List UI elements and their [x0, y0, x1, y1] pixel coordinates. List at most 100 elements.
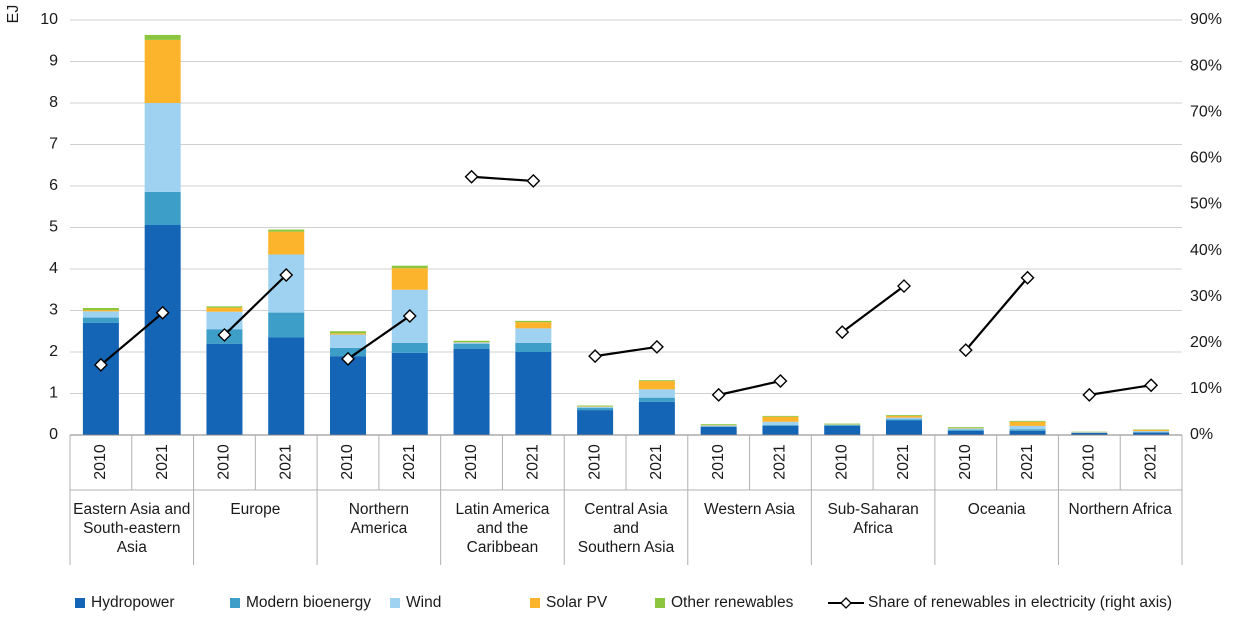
bar-segment [638, 401, 675, 435]
bar-segment [762, 421, 799, 426]
bar-segment [453, 343, 490, 349]
bar-segment [886, 415, 922, 418]
bar-segment [515, 320, 552, 323]
bar-segment [947, 430, 984, 435]
share-line [841, 285, 905, 334]
x-tick-label: 2010 [463, 444, 480, 480]
share-marker [773, 374, 788, 389]
bar-segment [453, 342, 490, 344]
y-tick-label: 1 [49, 385, 58, 402]
region-label: Northern Africa [1068, 501, 1172, 518]
bar-segment [144, 191, 181, 226]
share-marker [1144, 378, 1159, 393]
y2-tick-label: 90% [1190, 11, 1222, 28]
region-label: Western Asia [704, 501, 796, 518]
share-marker [93, 357, 108, 372]
x-tick-label: 2021 [154, 444, 171, 480]
bar-segment [206, 311, 243, 330]
share-line [594, 345, 658, 358]
bar-segment [947, 428, 984, 430]
x-tick-label: 2021 [1019, 444, 1036, 480]
bar-segment [577, 408, 614, 411]
x-tick-label: 2010 [1081, 444, 1098, 480]
x-tick-label: 2010 [216, 444, 233, 480]
y2-tick-label: 10% [1190, 380, 1222, 397]
x-tick-label: 2021 [1142, 444, 1159, 480]
bar-segment [144, 39, 181, 103]
bar-segment [638, 381, 675, 390]
bar-segment [700, 426, 737, 435]
region-label: Oceania [967, 501, 1026, 518]
share-line [100, 311, 164, 366]
bar-segment [268, 231, 305, 255]
bar-segment [886, 415, 922, 416]
y-tick-label: 6 [49, 177, 58, 194]
legend-marker [840, 597, 852, 609]
bar-segment [1133, 432, 1170, 435]
share-marker [649, 339, 664, 354]
bar-segment [762, 425, 799, 435]
region-label: Sub-Saharan Africa [827, 501, 919, 537]
bar-segment [824, 423, 861, 425]
bar-segment [453, 340, 490, 343]
bar-segment [1133, 429, 1170, 432]
bar-segment [638, 380, 675, 382]
legend-label: Modern bioenergy [246, 594, 371, 611]
legend-swatch [655, 598, 665, 608]
legend-label: Wind [406, 594, 441, 611]
y2-tick-label: 40% [1190, 242, 1222, 259]
region-label: Latin America and the Caribbean [455, 501, 550, 556]
bar-segment [1009, 429, 1046, 431]
share-line [718, 379, 781, 396]
y2-tick-label: 30% [1190, 288, 1222, 305]
bar-segment [268, 254, 305, 313]
bar-segment [144, 34, 181, 40]
y2-tick-label: 60% [1190, 150, 1222, 167]
bar-segment [268, 337, 305, 435]
y-tick-label: 2 [49, 343, 58, 360]
bar-segment [391, 265, 428, 269]
x-tick-label: 2021 [525, 444, 542, 480]
bar-segment [824, 425, 861, 426]
share-marker [155, 305, 170, 320]
y2-tick-label: 50% [1190, 196, 1222, 213]
bar-segment [762, 415, 799, 417]
x-tick-label: 2021 [648, 444, 665, 480]
share-line [1089, 384, 1152, 396]
share-line [347, 315, 411, 360]
bar-segment [268, 229, 305, 232]
bar-segment [886, 419, 922, 421]
bar-segment [638, 397, 675, 402]
bar-segment [1009, 421, 1046, 426]
bar-segment [82, 322, 119, 435]
bar-segment [82, 310, 119, 312]
legend-label: Other renewables [671, 594, 794, 611]
x-tick-label: 2021 [772, 444, 789, 480]
bar-segment [762, 425, 799, 426]
bar-segment [206, 307, 243, 312]
share-marker [526, 173, 541, 188]
bar-segment [391, 268, 428, 290]
y2-tick-label: 0% [1190, 426, 1213, 443]
share-line [471, 175, 534, 183]
legend-label: Solar PV [546, 594, 608, 611]
share-marker [402, 309, 417, 324]
share-marker [588, 349, 603, 364]
share-marker [217, 327, 232, 342]
bar-segment [700, 424, 737, 426]
legend-swatch [75, 598, 85, 608]
share-marker [835, 325, 850, 340]
bar-segment [700, 425, 737, 427]
y-tick-label: 5 [49, 219, 58, 236]
bar-segment [824, 425, 861, 435]
y-tick-label: 3 [49, 302, 58, 319]
bar-segment [391, 342, 428, 353]
legend-label: Share of renewables in electricity (righ… [868, 594, 1172, 611]
share-marker [279, 268, 294, 282]
x-tick-label: 2010 [586, 444, 603, 480]
bar-segment [515, 322, 552, 329]
bar-segment [577, 405, 614, 407]
y-tick-label: 4 [49, 260, 58, 277]
y2-tick-label: 70% [1190, 103, 1222, 120]
